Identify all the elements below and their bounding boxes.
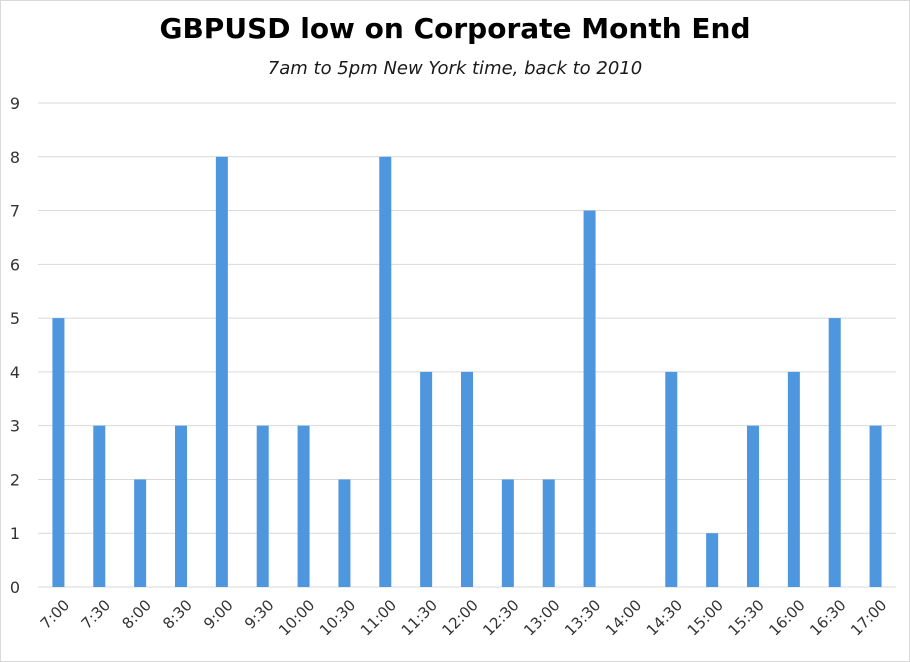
bar-7-00 [52,318,65,587]
bar-10-30 [338,479,351,587]
y-tick-label: 0 [10,578,20,597]
y-tick-label: 1 [10,524,20,543]
bar-9-00 [215,156,228,587]
bar-8-30 [175,425,187,587]
y-tick-label: 7 [10,202,20,221]
y-tick-label: 4 [10,363,20,382]
bar-15-00 [706,533,719,587]
bar-8-00 [134,479,147,587]
x-tick-label: 8:00 [118,596,155,633]
x-tick-label: 7:30 [78,596,115,633]
y-tick-label: 9 [10,94,20,113]
y-tick-label: 5 [10,309,20,328]
x-tick-label: 13:00 [520,596,563,639]
y-tick-label: 3 [10,417,20,436]
x-tick-label: 14:30 [643,596,686,639]
x-axis-ticks: 7:00 7:30 8:00 8:30 9:00 9:3010:0010:3011:001… [37,596,891,639]
x-tick-label: 7:00 [37,596,74,633]
bar-13-00 [542,479,555,587]
x-tick-label: 10:30 [316,596,359,639]
y-tick-label: 2 [10,470,20,489]
bar-13-30 [583,210,596,588]
x-tick-label: 12:00 [439,596,482,639]
bar-12-30 [501,479,514,587]
x-tick-label: 17:00 [847,596,890,639]
bar-7-30 [93,425,106,587]
x-tick-label: 16:30 [806,596,849,639]
x-tick-label: 9:30 [241,596,278,633]
bar-15-30 [747,425,759,587]
x-tick-label: 9:00 [200,596,237,633]
x-tick-label: 11:00 [357,596,400,639]
bar-14-30 [665,371,678,587]
chart-title: GBPUSD low on Corporate Month End [159,12,751,45]
bar-12-00 [461,371,473,587]
y-tick-label: 6 [10,255,20,274]
x-tick-label: 12:30 [479,596,522,639]
x-tick-label: 8:30 [159,596,196,633]
bar-9-30 [256,425,269,587]
x-tick-label: 15:00 [684,596,727,639]
bar-11-00 [379,156,392,587]
x-tick-label: 14:00 [602,596,645,639]
x-tick-label: 10:00 [275,596,318,639]
x-tick-label: 11:30 [398,596,441,639]
bar-17-00 [869,425,882,587]
bars [52,156,882,588]
bar-16-00 [787,371,800,587]
x-tick-label: 13:30 [561,596,604,639]
x-tick-label: 15:30 [725,596,768,639]
bar-11-30 [420,371,433,587]
chart-subtitle: 7am to 5pm New York time, back to 2010 [267,58,643,79]
y-tick-label: 8 [10,148,20,167]
x-tick-label: 16:00 [765,596,808,639]
bar-16-30 [828,318,841,587]
y-axis-ticks: 0 1 2 3 4 5 6 7 8 9 [10,94,20,597]
bar-10-00 [297,425,310,587]
